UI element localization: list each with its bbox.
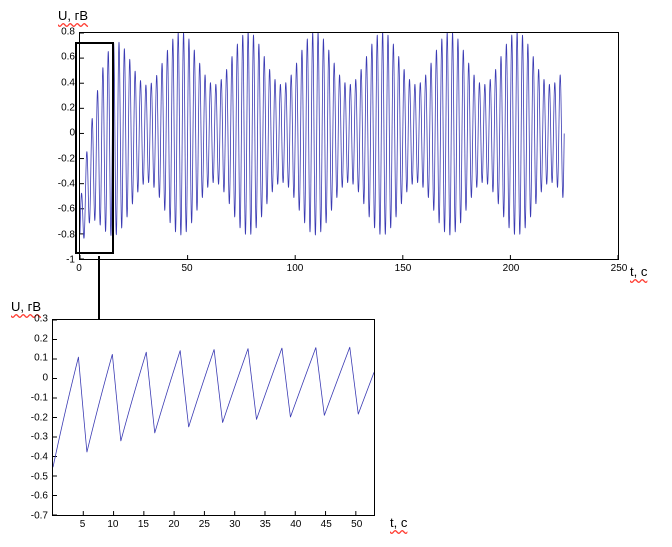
y-tick-label: 0.2: [61, 103, 75, 114]
bottom-chart-plot: [53, 320, 374, 515]
x-tick-label: 25: [199, 519, 210, 530]
y-tick-label: -0.4: [58, 179, 75, 190]
figure-page: U, гВ t, с U, гВ t, с 050100150200250-1-…: [0, 0, 672, 547]
signal-trace: [53, 347, 374, 467]
y-tick-label: -0.4: [31, 451, 48, 462]
y-tick-label: -0.6: [58, 204, 75, 215]
y-tick-label: -0.2: [58, 153, 75, 164]
x-tick-label: 250: [611, 263, 628, 274]
x-tick-label: 150: [395, 263, 412, 274]
y-tick-label: -0.5: [31, 471, 48, 482]
y-tick-label: 0.1: [34, 353, 48, 364]
y-axis-label-bottom: U, гВ: [11, 299, 41, 314]
y-axis-label-top: U, гВ: [58, 8, 88, 23]
bottom-chart: [52, 319, 375, 516]
x-tick-label: 50: [351, 519, 362, 530]
y-tick-label: 0.4: [61, 77, 75, 88]
y-tick-label: 0: [42, 373, 48, 384]
x-tick-label: 50: [181, 263, 192, 274]
y-tick-label: 0.6: [61, 52, 75, 63]
x-tick-label: 0: [76, 263, 82, 274]
top-chart-plot: [80, 33, 618, 259]
y-tick-label: -0.3: [31, 432, 48, 443]
top-chart: [79, 32, 619, 260]
zoom-connector-line: [98, 256, 100, 319]
y-tick-label: -1: [66, 255, 75, 266]
signal-trace: [80, 33, 564, 238]
y-tick-label: -0.6: [31, 491, 48, 502]
y-tick-label: 0.2: [34, 333, 48, 344]
x-axis-label-top: t, с: [630, 264, 647, 279]
x-tick-label: 15: [138, 519, 149, 530]
zoom-highlight-box: [75, 42, 114, 254]
y-tick-label: 0.3: [34, 314, 48, 325]
y-tick-label: -0.7: [31, 511, 48, 522]
x-tick-label: 45: [321, 519, 332, 530]
x-tick-label: 10: [107, 519, 118, 530]
x-tick-label: 5: [80, 519, 86, 530]
x-tick-label: 20: [168, 519, 179, 530]
x-tick-label: 35: [260, 519, 271, 530]
y-tick-label: -0.1: [31, 392, 48, 403]
y-tick-label: -0.8: [58, 229, 75, 240]
x-tick-label: 200: [503, 263, 520, 274]
x-tick-label: 40: [290, 519, 301, 530]
y-tick-label: 0.8: [61, 27, 75, 38]
y-tick-label: -0.2: [31, 412, 48, 423]
x-tick-label: 30: [229, 519, 240, 530]
x-tick-label: 100: [287, 263, 304, 274]
y-tick-label: 0: [69, 128, 75, 139]
x-axis-label-bottom: t, с: [390, 515, 407, 530]
